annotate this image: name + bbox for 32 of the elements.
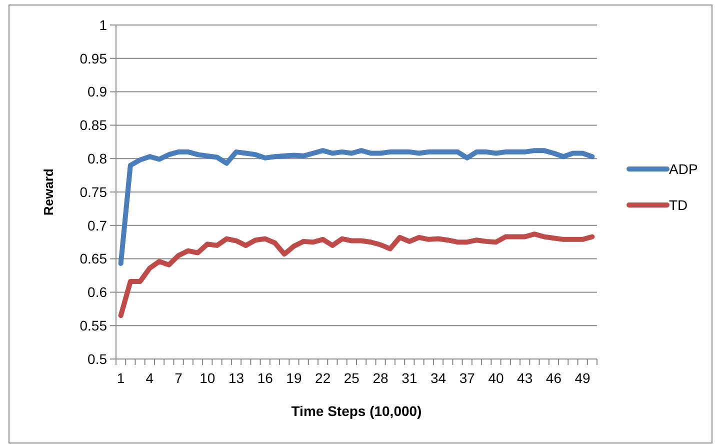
y-tick-label: 1	[99, 16, 108, 33]
y-tick-label: 0.85	[80, 117, 108, 134]
x-tick-label: 28	[372, 370, 389, 386]
x-tick-label: 22	[315, 370, 331, 386]
y-axis-title: Reward	[41, 168, 56, 216]
x-tick-label: 25	[344, 370, 360, 386]
y-tick-label: 0.75	[80, 184, 108, 200]
y-tick-label: 0.9	[88, 84, 108, 100]
y-tick-label: 0.6	[88, 284, 108, 300]
legend-label: TD	[669, 196, 688, 213]
x-tick-label: 13	[228, 370, 244, 386]
x-tick-label: 31	[402, 370, 418, 386]
x-tick-label: 34	[430, 370, 446, 386]
y-tick-label: 0.7	[88, 217, 108, 234]
legend-label: ADP	[669, 160, 698, 177]
x-tick-label: 19	[286, 370, 302, 386]
x-tick-label: 4	[146, 370, 154, 386]
x-tick-label: 49	[574, 370, 591, 386]
y-tick-label: 0.95	[80, 50, 108, 66]
x-tick-label: 10	[200, 370, 216, 386]
x-tick-label: 16	[257, 370, 274, 386]
x-axis-title: Time Steps (10,000)	[291, 403, 422, 419]
x-tick-label: 40	[488, 370, 504, 386]
x-tick-label: 7	[174, 370, 183, 386]
x-tick-label: 46	[546, 370, 562, 386]
x-tick-label: 43	[517, 370, 533, 386]
x-tick-label: 1	[116, 370, 125, 386]
y-tick-label: 0.55	[80, 318, 108, 334]
x-tick-label: 37	[459, 370, 476, 386]
y-tick-label: 0.5	[88, 350, 108, 367]
y-tick-label: 0.8	[88, 150, 108, 166]
y-tick-label: 0.65	[80, 250, 108, 267]
